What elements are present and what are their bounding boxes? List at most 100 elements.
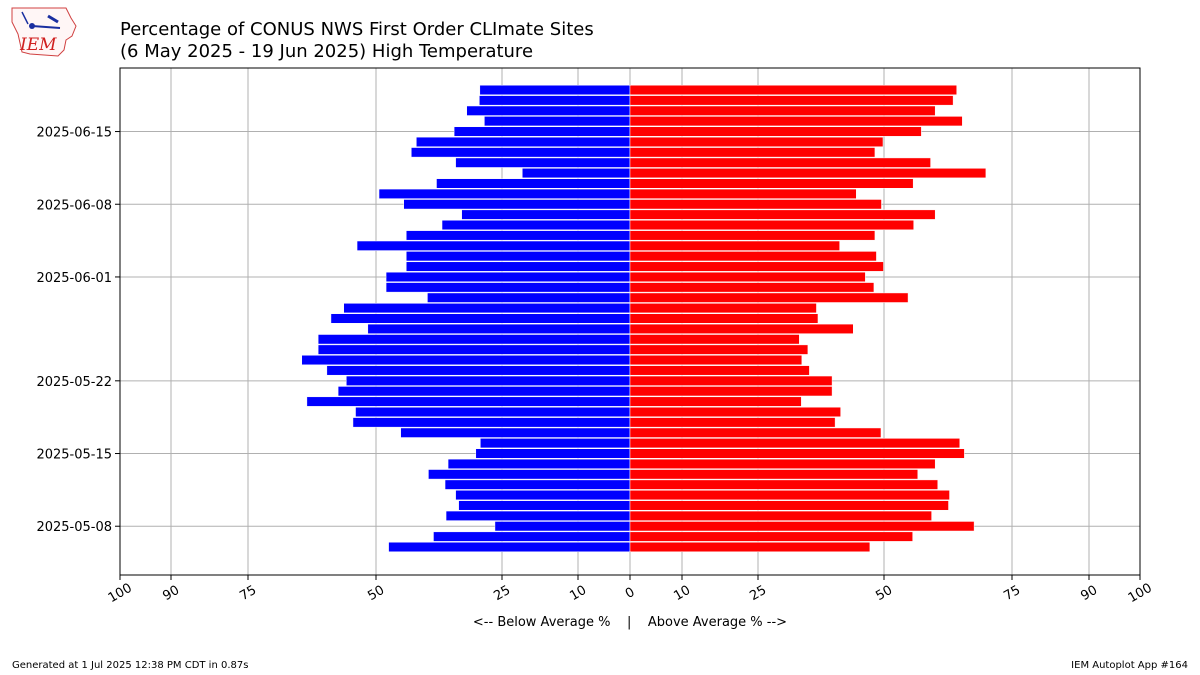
bar-below <box>317 344 631 355</box>
bar-above <box>629 458 936 469</box>
bar-below <box>416 136 631 147</box>
bar-below <box>458 500 631 511</box>
footer-app-id: IEM Autoplot App #164 <box>1071 660 1188 671</box>
bar-above <box>629 438 961 449</box>
bar-above <box>629 188 857 199</box>
bar-above <box>629 521 975 532</box>
bar-above <box>629 116 963 127</box>
bar-above <box>629 95 954 106</box>
bar-above <box>629 219 914 231</box>
bar-below <box>428 469 631 480</box>
bar-above <box>629 365 810 376</box>
x-tick-label: 10 <box>671 583 693 604</box>
bar-below <box>326 365 631 376</box>
bar-below <box>385 282 631 293</box>
x-tick-label: 50 <box>365 583 387 604</box>
bar-below <box>522 168 631 179</box>
bar-above <box>629 199 882 210</box>
chart-subtitle: (6 May 2025 - 19 Jun 2025) High Temperat… <box>120 41 533 62</box>
y-tick-label: 2025-05-22 <box>36 375 112 390</box>
bar-below <box>355 406 631 418</box>
bar-above <box>629 334 800 345</box>
x-tick-label: 100 <box>1126 581 1155 606</box>
bar-above <box>629 531 913 542</box>
bar-above <box>629 427 882 438</box>
x-tick-label: 100 <box>106 581 135 606</box>
bar-below <box>441 219 631 231</box>
bar-above <box>629 126 922 137</box>
x-tick-label: 50 <box>873 583 895 604</box>
bar-below <box>461 209 631 220</box>
y-tick-label: 2025-05-15 <box>36 448 112 463</box>
bar-above <box>629 396 802 407</box>
bar-above <box>629 303 817 314</box>
x-tick-label: 90 <box>1078 583 1100 604</box>
bar-below <box>405 230 631 241</box>
bar-below <box>455 157 631 168</box>
x-tick-label: 90 <box>160 583 182 604</box>
bar-above <box>629 136 884 147</box>
bar-above <box>629 490 950 501</box>
bar-above <box>629 157 931 168</box>
bar-above <box>629 479 939 490</box>
bar-above <box>629 510 932 521</box>
bar-below <box>385 271 631 282</box>
bar-below <box>388 541 631 553</box>
bar-below <box>427 292 631 303</box>
bar-below <box>494 521 631 532</box>
bar-above <box>629 313 819 324</box>
x-tick-label: 0 <box>623 585 638 602</box>
bar-below <box>405 251 631 262</box>
chart-title: Percentage of CONUS NWS First Order CLIm… <box>120 19 594 40</box>
y-tick-label: 2025-06-08 <box>36 198 112 213</box>
bar-below <box>447 458 631 469</box>
x-tick-label: 25 <box>491 583 513 604</box>
bar-above <box>629 375 833 386</box>
logo-text: IEM <box>19 35 57 55</box>
bar-below <box>479 84 631 96</box>
bar-below <box>433 531 631 542</box>
bar-above <box>629 261 884 272</box>
bar-below <box>405 261 631 272</box>
bar-below <box>346 375 631 386</box>
iowa-outline-icon <box>11 7 77 57</box>
footer-generated: Generated at 1 Jul 2025 12:38 PM CDT in … <box>12 660 249 671</box>
bar-below <box>475 448 631 459</box>
y-tick-label: 2025-05-08 <box>36 520 112 535</box>
bar-above <box>629 355 803 366</box>
bar-above <box>629 292 909 303</box>
bar-above <box>629 84 957 96</box>
y-tick-label: 2025-06-15 <box>36 126 112 141</box>
bar-above <box>629 406 841 418</box>
bar-above <box>629 251 877 262</box>
x-axis-label: <-- Below Average % | Above Average % --… <box>473 615 787 630</box>
station-arm-icon <box>31 25 61 29</box>
bar-below <box>466 105 631 116</box>
x-tick-label: 10 <box>567 583 589 604</box>
bar-below <box>301 355 631 366</box>
x-axis: 100 90 75 50 25 10 0 10 25 50 75 90 100 <box>106 575 1155 606</box>
station-vane-icon <box>21 11 29 25</box>
bar-below <box>356 240 631 251</box>
bar-above <box>629 105 936 116</box>
bar-below <box>480 438 631 449</box>
bar-below <box>484 116 631 127</box>
y-tick-label: 2025-06-01 <box>36 271 112 286</box>
bar-above <box>629 469 919 480</box>
bar-above <box>629 500 949 511</box>
bar-below <box>367 323 631 334</box>
bar-below <box>330 313 631 324</box>
x-tick-label: 75 <box>237 583 259 604</box>
bar-below <box>444 479 631 490</box>
series-below-average <box>301 84 631 553</box>
bar-above <box>629 271 866 282</box>
y-axis: 2025-05-08 2025-05-15 2025-05-22 2025-06-01… <box>36 126 120 535</box>
bar-below <box>436 178 631 189</box>
bar-below <box>455 490 631 501</box>
bar-below <box>337 386 631 397</box>
bar-above <box>629 240 840 251</box>
x-tick-label: 75 <box>1001 583 1023 604</box>
bar-above <box>629 417 836 428</box>
bar-below <box>352 417 631 428</box>
